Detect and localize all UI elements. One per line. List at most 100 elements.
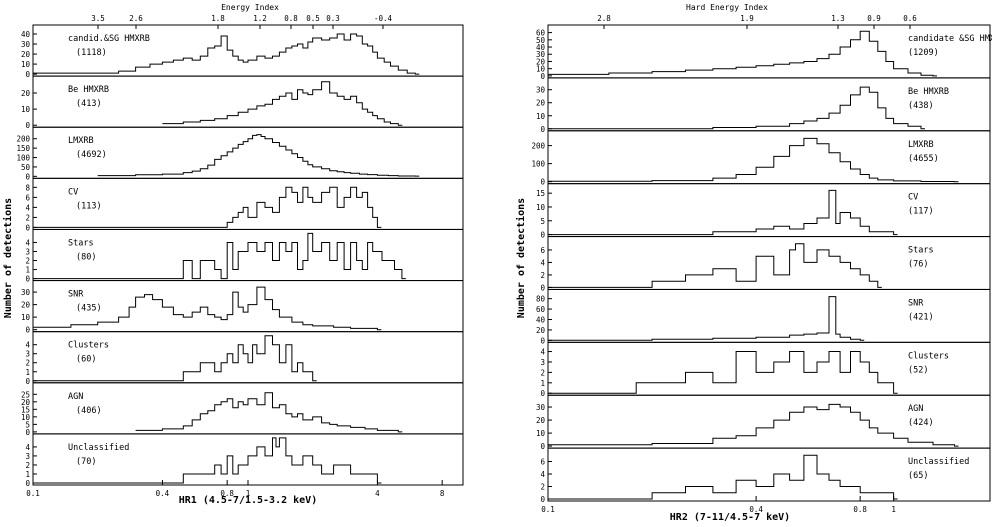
top-tick-label: -0.4 bbox=[374, 14, 393, 23]
panel-count: (424) bbox=[908, 418, 934, 428]
panel-label: Be HMXRB bbox=[908, 87, 949, 97]
y-tick-label: 10 bbox=[536, 65, 546, 74]
y-tick-label: 50 bbox=[536, 36, 546, 45]
y-tick-label: 2 bbox=[25, 257, 30, 266]
panel-count: (4692) bbox=[76, 150, 107, 160]
panel-label: Unclassified bbox=[68, 443, 129, 453]
histogram-series bbox=[33, 286, 382, 331]
panel-cv: 0 5 10 15 CV (117) bbox=[536, 183, 991, 240]
top-tick-label: 1.3 bbox=[831, 14, 845, 23]
y-tick-label: 20 bbox=[536, 326, 546, 335]
top-tick-label: 3.5 bbox=[91, 14, 105, 23]
y-tick-label: 4 bbox=[25, 238, 30, 247]
y-tick-label: 3 bbox=[540, 358, 545, 367]
panel-count: (406) bbox=[76, 406, 102, 416]
histogram-series bbox=[33, 33, 420, 75]
panel-count: (65) bbox=[908, 471, 928, 481]
y-tick-label: 30 bbox=[21, 288, 31, 297]
y-tick-label: 4 bbox=[25, 203, 30, 212]
histogram-series bbox=[548, 351, 898, 394]
panel-snr: 0 10 20 30 SNR (435) bbox=[21, 280, 464, 335]
y-tick-label: 20 bbox=[21, 301, 31, 310]
y-tick-label: 60 bbox=[536, 305, 546, 314]
panel-label: CV bbox=[68, 187, 78, 197]
y-tick-label: 0 bbox=[540, 389, 545, 398]
y-tick-label: 2 bbox=[25, 359, 30, 368]
panel-label: Clusters bbox=[908, 351, 949, 361]
top-tick-label: 2.8 bbox=[597, 14, 611, 23]
y-tick-label: 0 bbox=[25, 172, 30, 181]
y-tick-label: 6 bbox=[540, 246, 545, 255]
panel-clusters: 01 234 Clusters (52) bbox=[540, 341, 991, 398]
panel-unclassified: 0 2 4 6 Unclassified (65) bbox=[540, 447, 991, 504]
panel-label: Stars bbox=[68, 238, 94, 248]
y-tick-label: 2 bbox=[540, 482, 545, 491]
panel-be-hmxrb: 0 10 20 Be HMXRB (413) bbox=[21, 75, 464, 130]
right-top-axis-label: Hard Energy Index bbox=[686, 3, 768, 12]
panel-agn: 0 10 20 30 AGN (424) bbox=[536, 394, 991, 451]
y-tick-label: 2 bbox=[540, 271, 545, 280]
y-tick-label: 10 bbox=[536, 112, 546, 121]
y-tick-label: 0 bbox=[540, 442, 545, 451]
top-tick-label: 0.8 bbox=[284, 14, 298, 23]
x-tick-label: 0.8 bbox=[853, 505, 867, 514]
histogram-series bbox=[548, 86, 925, 130]
panel-count: (1118) bbox=[76, 48, 107, 58]
y-tick-label: 10 bbox=[21, 105, 31, 114]
y-tick-label: 25 bbox=[21, 390, 30, 399]
y-tick-label: 2 bbox=[25, 213, 30, 222]
y-tick-label: 150 bbox=[16, 144, 30, 153]
panel-frame bbox=[547, 447, 991, 502]
histogram-series bbox=[548, 296, 865, 341]
y-tick-label: 3 bbox=[25, 247, 30, 256]
y-tick-label: 80 bbox=[536, 295, 546, 304]
panel-count: (117) bbox=[908, 207, 934, 217]
panel-label: SNR bbox=[908, 298, 924, 308]
right-y-axis-label: Number of detections bbox=[515, 198, 527, 318]
histogram-series bbox=[33, 232, 406, 280]
panel-count: (52) bbox=[908, 365, 928, 375]
histogram-series bbox=[33, 186, 382, 228]
y-tick-label: 1 bbox=[25, 368, 30, 377]
y-tick-label: 0 bbox=[540, 495, 545, 504]
y-tick-label: 20 bbox=[536, 416, 546, 425]
top-tick-label: 0.3 bbox=[326, 14, 340, 23]
x-tick-label: 4 bbox=[375, 489, 380, 498]
panel-label: Stars bbox=[908, 246, 934, 256]
y-tick-label: 4 bbox=[540, 348, 545, 357]
y-tick-label: 30 bbox=[536, 403, 546, 412]
x-tick-label: 0.4 bbox=[749, 505, 763, 514]
panel-count: (70) bbox=[76, 457, 96, 467]
histogram-series bbox=[33, 335, 317, 382]
x-tick-label: 8 bbox=[440, 489, 445, 498]
top-tick-label: 1.9 bbox=[740, 14, 754, 23]
y-tick-label: 50 bbox=[21, 163, 31, 172]
panel-frame bbox=[32, 228, 464, 282]
y-tick-label: 30 bbox=[536, 50, 546, 59]
y-tick-label: 4 bbox=[25, 341, 30, 350]
histogram-series bbox=[548, 403, 959, 447]
top-tick-label: 0.9 bbox=[867, 14, 881, 23]
y-tick-label: 0 bbox=[540, 283, 545, 292]
histogram-series bbox=[548, 30, 937, 77]
y-tick-label: 10 bbox=[21, 60, 31, 69]
y-tick-label: 0 bbox=[25, 223, 30, 232]
y-tick-label: 10 bbox=[21, 413, 31, 422]
panel-stars: 0 2 4 6 Stars (76) bbox=[540, 236, 991, 292]
y-tick-label: 1 bbox=[540, 379, 545, 388]
panel-label: candidate &SG HMXRB bbox=[908, 34, 992, 44]
y-tick-label: 0 bbox=[540, 178, 545, 187]
panel-count: (80) bbox=[76, 252, 96, 262]
y-tick-label: 0 bbox=[540, 231, 545, 240]
top-tick-label: 2.6 bbox=[129, 14, 143, 23]
y-tick-label: 3 bbox=[25, 452, 30, 461]
y-tick-label: 0 bbox=[25, 326, 30, 335]
y-tick-label: 30 bbox=[536, 86, 546, 95]
panel-count: (421) bbox=[908, 312, 934, 322]
panel-label: Be HMXRB bbox=[68, 85, 109, 95]
